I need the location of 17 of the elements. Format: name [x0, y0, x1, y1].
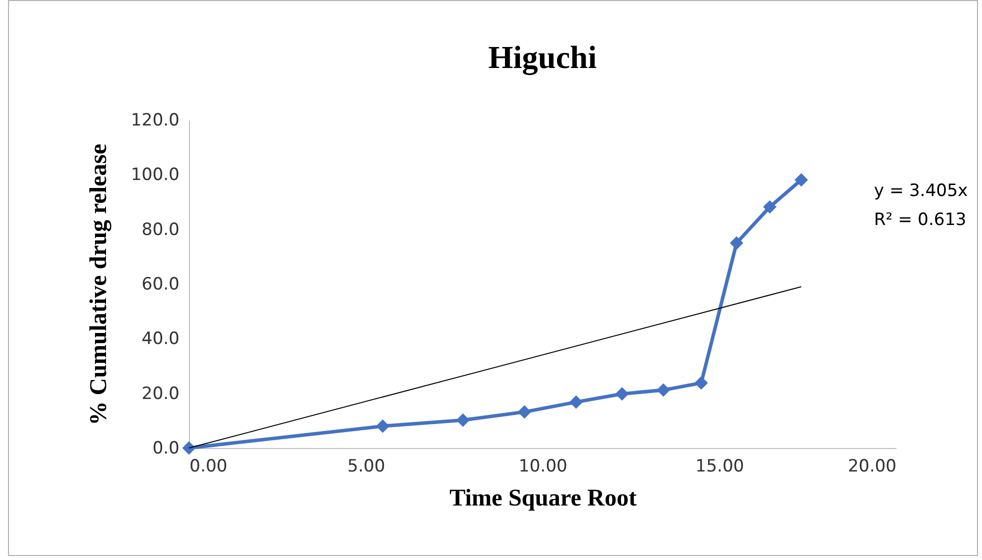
- x-tick-label: 5.00: [347, 456, 386, 476]
- y-tick-label: 0.0: [152, 438, 180, 458]
- x-tick-label: 20.00: [848, 456, 896, 476]
- chart-title: Higuchi: [488, 39, 597, 76]
- x-axis-title: Time Square Root: [449, 486, 637, 512]
- y-tick-label: 120.0: [130, 110, 180, 130]
- x-tick-label: 0.00: [190, 456, 228, 476]
- y-tick-label: 100.0: [130, 165, 180, 186]
- y-tick-label: 20.0: [142, 384, 180, 404]
- annotation: y = 3.405x: [874, 181, 968, 201]
- y-tick-label: 60.0: [142, 274, 180, 294]
- y-axis-title: % Cumulative drug release: [86, 143, 112, 426]
- x-tick-label: 10.00: [518, 456, 568, 476]
- y-tick-label: 40.0: [142, 329, 180, 350]
- x-tick-label: 15.00: [695, 456, 744, 476]
- y-tick-label: 80.0: [142, 220, 180, 240]
- annotation: R² = 0.613: [874, 210, 966, 230]
